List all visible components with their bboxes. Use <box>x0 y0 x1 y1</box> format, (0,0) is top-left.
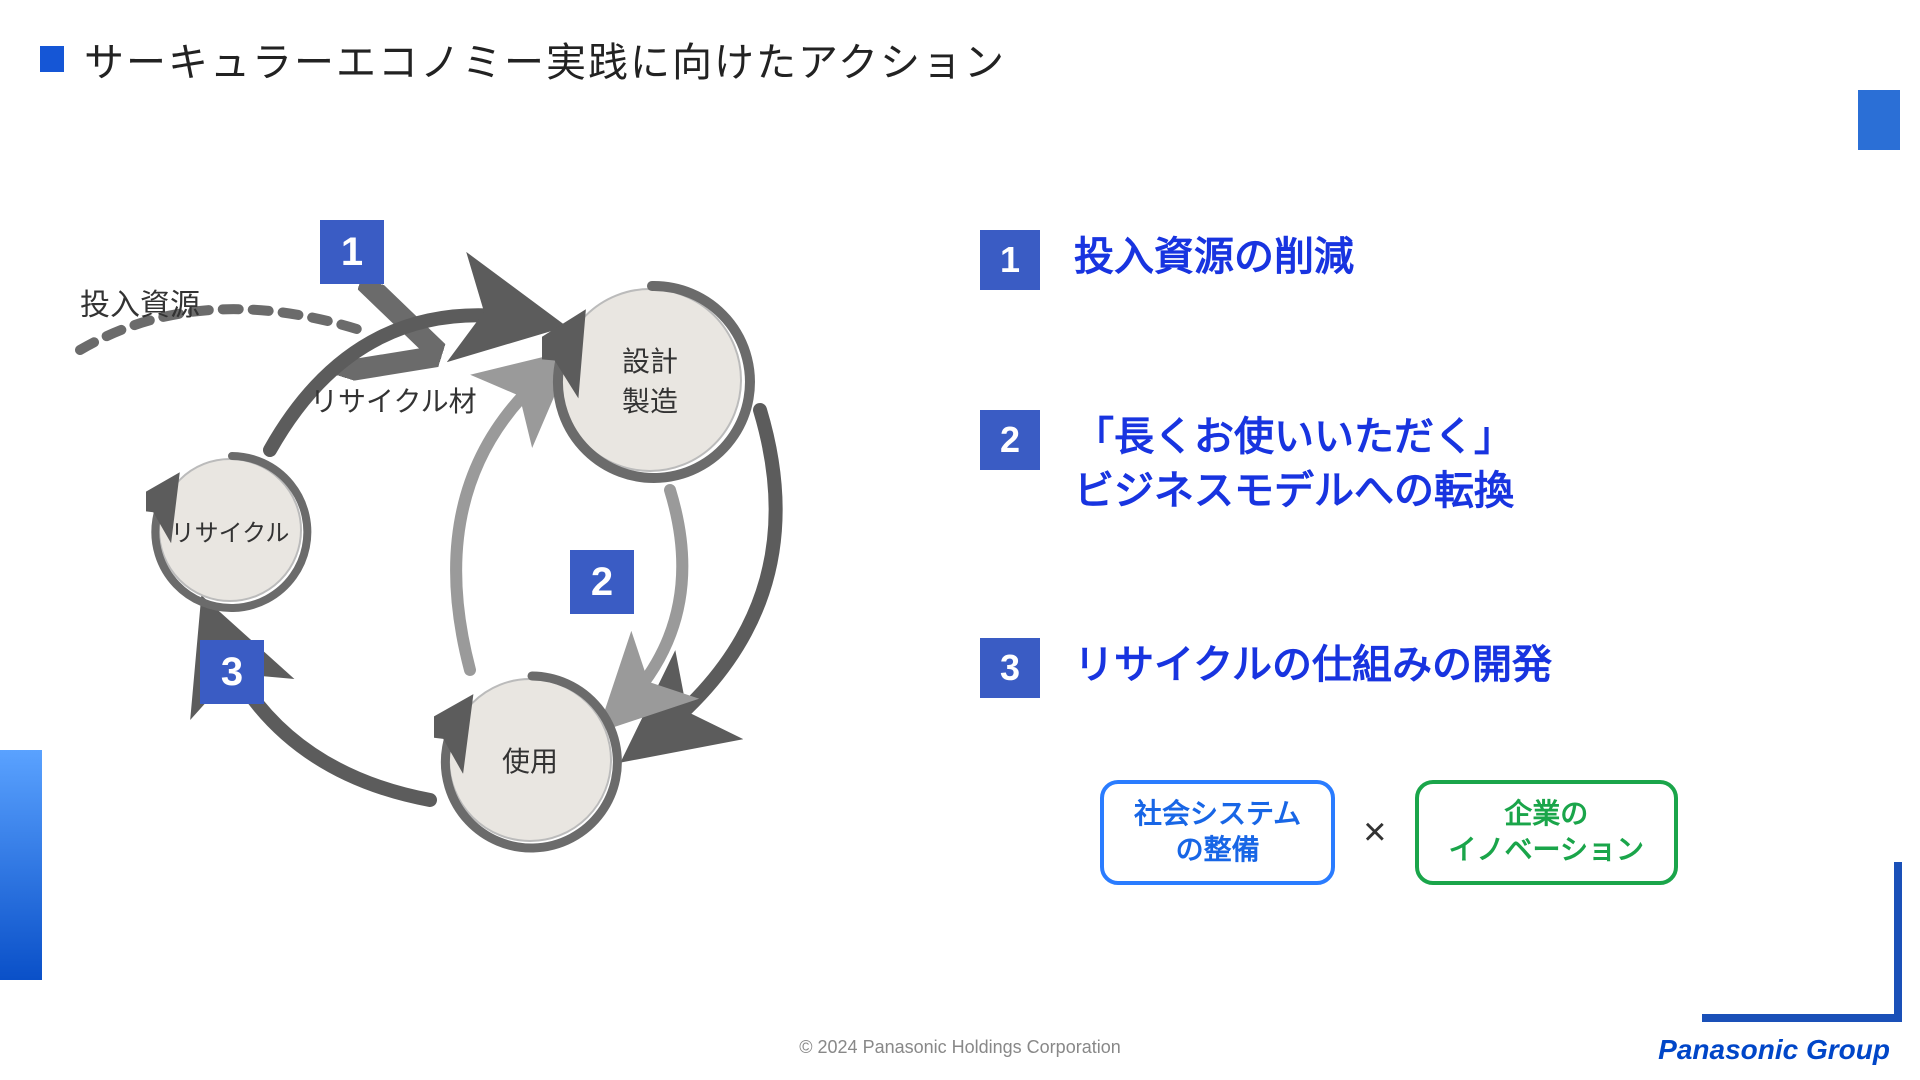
action-text-2: 「長くお使いいただく」 ビジネスモデルへの転換 <box>1074 410 1514 518</box>
multiply-icon: × <box>1363 810 1386 855</box>
action-text-3: リサイクルの仕組みの開発 <box>1074 638 1552 692</box>
action-numbox-2: 2 <box>980 410 1040 470</box>
pill-left-line2: の整備 <box>1134 832 1301 868</box>
page-title: サーキュラーエコノミー実践に向けたアクション <box>84 30 1006 88</box>
label-input-resource: 投入資源 <box>80 280 200 324</box>
title-bar: サーキュラーエコノミー実践に向けたアクション <box>40 30 1006 88</box>
slide: サーキュラーエコノミー実践に向けたアクション <box>0 0 1920 1080</box>
diagram-numbox-1: 1 <box>320 220 384 284</box>
diagram-numbox-2: 2 <box>570 550 634 614</box>
node-design-ring-icon <box>542 272 762 492</box>
pill-row: 社会システム の整備 × 企業の イノベーション <box>1100 780 1678 885</box>
action-item-3: 3 リサイクルの仕組みの開発 <box>980 638 1860 698</box>
action-numbox-3: 3 <box>980 638 1040 698</box>
corner-decoration-bl <box>0 750 42 980</box>
action-numbox-1: 1 <box>980 230 1040 290</box>
title-bullet-icon <box>40 44 66 74</box>
brand-logo: Panasonic Group <box>1658 1034 1890 1066</box>
node-recycle: リサイクル <box>158 458 302 602</box>
circular-diagram: 設計 製造 使用 リサイクル 投入資源 リサイクル材 1 2 3 <box>60 150 940 970</box>
pill-social-system: 社会システム の整備 <box>1100 780 1335 885</box>
action-list: 1 投入資源の削減 2 「長くお使いいただく」 ビジネスモデルへの転換 3 リサ… <box>980 230 1860 758</box>
action-text-1: 投入資源の削減 <box>1074 230 1354 284</box>
corner-decoration-br <box>1642 862 1902 1062</box>
action-item-1: 1 投入資源の削減 <box>980 230 1860 290</box>
pill-corporate-innovation: 企業の イノベーション <box>1415 780 1678 885</box>
pill-left-line1: 社会システム <box>1134 796 1301 832</box>
pill-right-line1: 企業の <box>1449 796 1644 832</box>
node-recycle-ring-icon <box>146 446 318 618</box>
node-design: 設計 製造 <box>558 288 742 472</box>
node-use-ring-icon <box>434 664 630 860</box>
diagram-numbox-3: 3 <box>200 640 264 704</box>
pill-right-line2: イノベーション <box>1449 832 1644 868</box>
copyright-footer: © 2024 Panasonic Holdings Corporation <box>0 1037 1920 1058</box>
corner-decoration-tr <box>1790 90 1900 200</box>
action-item-2: 2 「長くお使いいただく」 ビジネスモデルへの転換 <box>980 410 1860 518</box>
node-use: 使用 <box>448 678 612 842</box>
label-recycle-material: リサイクル材 <box>310 380 477 420</box>
